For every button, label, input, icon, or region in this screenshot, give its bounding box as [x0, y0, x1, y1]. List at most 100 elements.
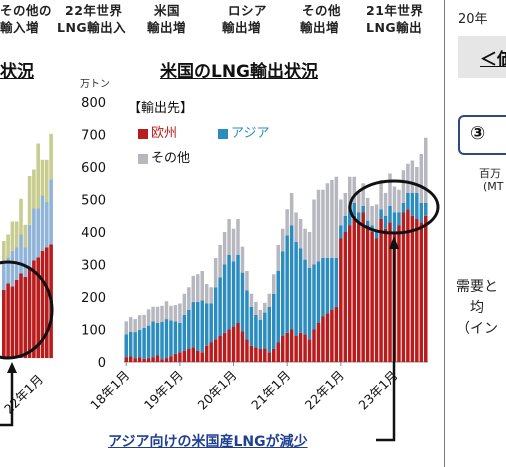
bar-segment-other: [173, 305, 178, 322]
bar-segment-other: [245, 271, 249, 291]
legend-swatch-europe: [138, 128, 148, 139]
bar-segment-europe: [240, 331, 245, 363]
highlight-circle-left: [0, 260, 54, 360]
legend-title: 【輸出先】: [128, 101, 194, 116]
bar-segment-asia: [415, 193, 419, 219]
bar-segment-europe: [388, 222, 392, 362]
left-bar-segment: [32, 208, 36, 261]
x-tick-label: 20年1月: [194, 368, 239, 413]
left-bar-segment: [2, 241, 6, 261]
bar-segment-other: [142, 314, 146, 328]
bar-segment-other: [151, 306, 155, 322]
bar-segment-europe: [276, 342, 280, 362]
right-panel-note-line2: 均: [470, 300, 484, 316]
header-label-other-export-line2: 輸出増: [300, 20, 340, 35]
y-tick-label: 300: [81, 259, 106, 274]
bar-segment-asia: [254, 314, 258, 348]
left-bar-segment: [45, 202, 49, 248]
bar-segment-other: [285, 209, 289, 236]
bar-segment-asia: [330, 258, 334, 310]
left-bar-segment: [40, 195, 45, 251]
bar-segment-other: [213, 258, 218, 288]
bar-segment-asia: [137, 329, 142, 358]
header-label-world-2022-line2: LNG輸出入: [57, 20, 127, 35]
bar-segment-europe: [231, 326, 236, 362]
bar-segment-other: [312, 199, 316, 265]
left-bar-segment: [19, 273, 23, 358]
bar-segment-europe: [173, 353, 178, 363]
bar-segment-europe: [298, 332, 303, 362]
left-chart-title: 状況: [0, 62, 34, 82]
left-bar-segment: [27, 267, 32, 358]
bar-segment-europe: [124, 357, 128, 363]
bar-segment-europe: [272, 349, 276, 362]
bar-segment-other: [182, 293, 187, 315]
left-bar-segment: [19, 234, 23, 274]
bar-segment-asia: [339, 225, 343, 239]
chart-title: 米国のLNG輸出状況: [160, 62, 319, 82]
bar-segment-asia: [424, 202, 428, 216]
bar-segment-europe: [397, 225, 401, 362]
bar-segment-europe: [352, 215, 356, 362]
right-panel-step-box: ③: [458, 115, 506, 155]
left-bar-segment: [6, 257, 10, 284]
bar-segment-europe: [415, 219, 419, 362]
bar-segment-europe: [155, 355, 160, 362]
bar-segment-asia: [182, 314, 187, 351]
bar-segment-asia: [312, 264, 316, 330]
legend-label-other: その他: [151, 151, 191, 166]
bar-segment-europe: [191, 347, 196, 363]
y-tick-label: 0: [98, 356, 106, 371]
bar-segment-asia: [410, 193, 415, 216]
left-bar-segment: [49, 133, 53, 180]
bar-segment-asia: [397, 212, 401, 226]
bar-segment-asia: [379, 209, 383, 219]
bar-segment-asia: [169, 320, 173, 357]
left-bar-segment: [2, 289, 6, 359]
bar-segment-europe: [236, 323, 240, 362]
y-tick-label: 800: [81, 96, 106, 111]
legend-label-europe: 欧州: [151, 126, 178, 141]
left-bar-segment: [6, 234, 10, 258]
bar-segment-other: [374, 204, 379, 231]
right-panel-note-line1: 需要と: [456, 279, 498, 295]
y-tick-label: 700: [81, 129, 106, 144]
bar-segment-europe: [321, 316, 325, 362]
left-bar-segment: [45, 159, 49, 203]
right-panel-unit-line1: 百万: [479, 167, 501, 180]
bar-segment-asia: [240, 272, 245, 332]
bar-segment-asia: [352, 202, 356, 216]
bar-segment-asia: [307, 267, 312, 340]
bar-segment-europe: [370, 232, 374, 362]
bar-segment-europe: [330, 310, 334, 362]
right-panel-step-number: ③: [470, 123, 486, 144]
bar-segment-other: [379, 180, 383, 210]
bar-segment-other: [169, 305, 173, 321]
bar-segment-other: [343, 193, 348, 216]
left-bar-segment: [23, 247, 28, 277]
header-label-other-export-line1: その他: [302, 3, 342, 18]
bar-segment-europe: [419, 222, 424, 362]
bar-segment-asia: [151, 321, 155, 358]
bar-segment-europe: [303, 334, 307, 363]
left-bar-segment: [40, 250, 45, 359]
bar-segment-other: [424, 137, 428, 203]
bar-segment-europe: [222, 332, 227, 362]
bar-segment-other: [240, 246, 245, 273]
bar-segment-other: [137, 315, 142, 330]
bar-segment-europe: [142, 358, 146, 362]
bar-segment-europe: [339, 238, 343, 362]
bar-segment-other: [155, 306, 160, 323]
bar-segment-europe: [316, 323, 321, 362]
header-label-world-2021-line1: 21年世界: [366, 3, 424, 18]
bar-segment-other: [249, 293, 254, 307]
bar-segment-other: [321, 189, 325, 258]
bar-segment-europe: [245, 339, 249, 362]
bar-segment-europe: [307, 339, 312, 362]
bar-segment-asia: [164, 319, 169, 359]
bar-segment-asia: [204, 303, 209, 346]
bar-segment-other: [267, 293, 272, 307]
bar-segment-asia: [321, 258, 325, 317]
bar-segment-other: [415, 167, 419, 193]
left-bar-segment: [40, 159, 45, 196]
